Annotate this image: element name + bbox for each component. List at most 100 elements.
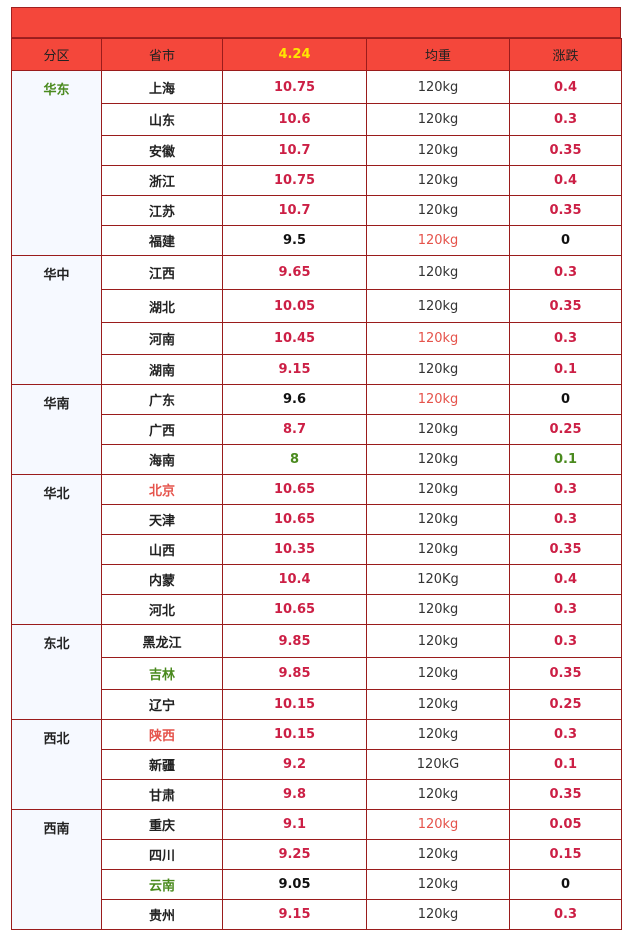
column-header: 分区: [11, 38, 102, 71]
table-row: 福建 9.5 120kg 0: [12, 225, 622, 256]
price-cell: 9.65: [222, 255, 367, 290]
province-cell: 天津: [101, 504, 223, 535]
price-cell: 9.1: [222, 809, 367, 840]
table-row: 西北 陕西 10.15 120kg 0.3: [11, 719, 622, 810]
price-cell: 10.7: [222, 195, 367, 226]
province-cell: 河北: [101, 594, 223, 625]
table-row: 东北 黑龙江 9.85 120kg 0.3: [11, 624, 622, 720]
price-cell: 9.15: [222, 899, 367, 930]
price-cell: 9.25: [222, 839, 367, 870]
weight-cell: 120kg: [366, 255, 510, 290]
province-cell: 新疆: [101, 749, 223, 780]
province-cell: 北京: [101, 474, 223, 505]
weight-cell: 120kg: [366, 534, 510, 565]
price-cell: 9.15: [222, 354, 367, 385]
table-row: 河南 10.45 120kg 0.3: [12, 322, 622, 355]
change-cell: 0.3: [509, 624, 622, 658]
table-row: 甘肃 9.8 120kg 0.35: [12, 779, 622, 810]
change-cell: 0.35: [509, 195, 622, 226]
table-row: 安徽 10.7 120kg 0.35: [12, 135, 622, 166]
table-row: 新疆 9.2 120kG 0.1: [12, 749, 622, 780]
price-cell: 10.65: [222, 474, 367, 505]
province-cell: 甘肃: [101, 779, 223, 810]
region-cell: 华中: [11, 255, 102, 385]
province-cell: 河南: [101, 322, 223, 355]
province-cell: 重庆: [101, 809, 223, 840]
weight-cell: 120kg: [366, 869, 510, 900]
province-cell: 上海: [101, 70, 223, 104]
weight-cell: 120Kg: [366, 564, 510, 595]
price-cell: 9.8: [222, 779, 367, 810]
table-row: 华东 上海 10.75 120kg 0.4: [11, 70, 622, 256]
weight-cell: 120kg: [366, 779, 510, 810]
price-cell: 9.6: [222, 384, 367, 415]
weight-cell: 120kg: [366, 504, 510, 535]
price-cell: 10.45: [222, 322, 367, 355]
province-cell: 内蒙: [101, 564, 223, 595]
weight-cell: 120kg: [366, 225, 510, 256]
price-cell: 10.4: [222, 564, 367, 595]
weight-cell: 120kg: [366, 195, 510, 226]
weight-cell: 120kg: [366, 444, 510, 475]
price-cell: 10.15: [222, 689, 367, 720]
province-cell: 陕西: [101, 719, 223, 750]
table-row: 吉林 9.85 120kg 0.35: [12, 657, 622, 690]
region-cell: 华东: [11, 70, 102, 256]
weight-cell: 120kg: [366, 384, 510, 415]
weight-cell: 120kg: [366, 354, 510, 385]
table-row: 河北 10.65 120kg 0.3: [12, 594, 622, 625]
province-cell: 广东: [101, 384, 223, 415]
table-row: 浙江 10.75 120kg 0.4: [12, 165, 622, 196]
price-cell: 9.2: [222, 749, 367, 780]
price-cell: 10.65: [222, 504, 367, 535]
change-cell: 0: [509, 225, 622, 256]
weight-cell: 120kG: [366, 749, 510, 780]
price-cell: 9.05: [222, 869, 367, 900]
weight-cell: 120kg: [366, 624, 510, 658]
weight-cell: 120kg: [366, 322, 510, 355]
change-cell: 0.3: [509, 322, 622, 355]
change-cell: 0.35: [509, 534, 622, 565]
price-cell: 9.85: [222, 657, 367, 690]
table: 分区 省市 4.24 均重 涨跌 华东 上海 10.75 120kg 0.4 山东 10.6 120k…: [11, 38, 622, 930]
region-cell: 西北: [11, 719, 102, 810]
change-cell: 0.35: [509, 135, 622, 166]
province-cell: 吉林: [101, 657, 223, 690]
price-cell: 10.15: [222, 719, 367, 750]
table-row: 内蒙 10.4 120Kg 0.4: [12, 564, 622, 595]
province-cell: 云南: [101, 869, 223, 900]
change-cell: 0.4: [509, 165, 622, 196]
region-cell: 华北: [11, 474, 102, 625]
change-cell: 0.3: [509, 594, 622, 625]
change-cell: 0.35: [509, 289, 622, 323]
table-row: 华北 北京 10.65 120kg 0.3: [11, 474, 622, 625]
province-cell: 江西: [101, 255, 223, 290]
column-header: 均重: [366, 38, 510, 71]
province-cell: 山西: [101, 534, 223, 565]
weight-cell: 120kg: [366, 135, 510, 166]
weight-cell: 120kg: [366, 474, 510, 505]
table-row: 海南 8 120kg 0.1: [12, 444, 622, 475]
price-cell: 10.65: [222, 594, 367, 625]
change-cell: 0.05: [509, 809, 622, 840]
province-cell: 湖北: [101, 289, 223, 323]
province-cell: 辽宁: [101, 689, 223, 720]
price-cell: 10.7: [222, 135, 367, 166]
price-table: 分区 省市 4.24 均重 涨跌 华东 上海 10.75 120kg 0.4 山东 10.6 120k…: [11, 7, 622, 930]
header-row: 分区 省市 4.24 均重 涨跌: [11, 38, 622, 71]
table-row: 西南 重庆 9.1 120kg 0.05: [11, 809, 622, 930]
weight-cell: 120kg: [366, 594, 510, 625]
province-cell: 四川: [101, 839, 223, 870]
province-cell: 贵州: [101, 899, 223, 930]
price-cell: 9.5: [222, 225, 367, 256]
weight-cell: 120kg: [366, 809, 510, 840]
table-row: 江苏 10.7 120kg 0.35: [12, 195, 622, 226]
province-cell: 黑龙江: [101, 624, 223, 658]
change-cell: 0.3: [509, 504, 622, 535]
region-cell: 西南: [11, 809, 102, 930]
province-cell: 江苏: [101, 195, 223, 226]
change-cell: 0.35: [509, 657, 622, 690]
weight-cell: 120kg: [366, 899, 510, 930]
change-cell: 0.3: [509, 899, 622, 930]
